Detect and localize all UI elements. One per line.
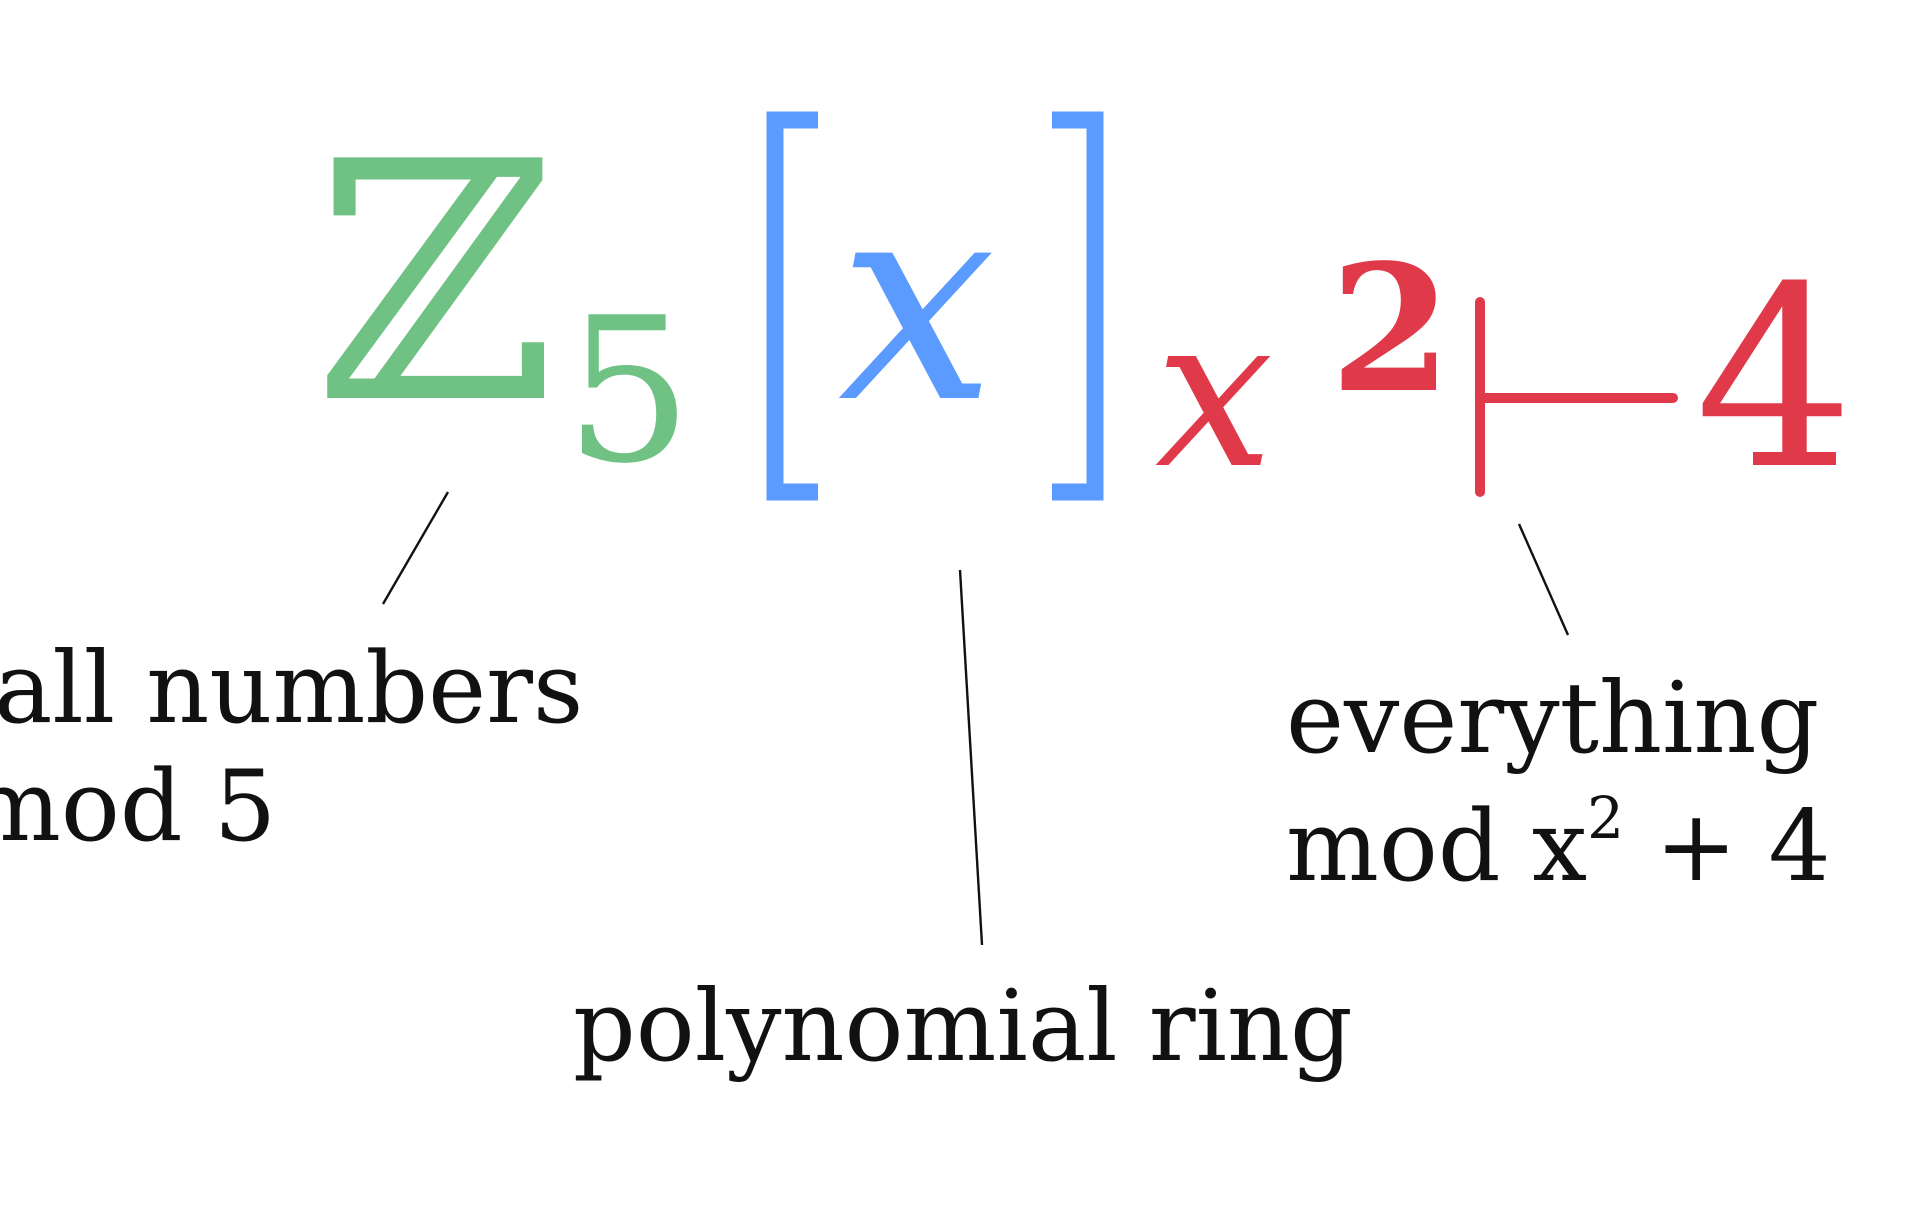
integers-symbol-glyph: ℤ	[315, 92, 556, 476]
bracket-open	[766, 111, 818, 501]
annotation-right-line2: mod x2 + 4	[1286, 784, 1831, 904]
quotient-plus: +	[1475, 297, 1678, 497]
formula: ℤ 5 x x 2 + 4	[315, 92, 1854, 524]
annotation-left: all numbers mod 5	[0, 632, 583, 864]
quotient-variable: x	[1155, 270, 1273, 515]
annotation-right-line2-prefix: mod x	[1286, 790, 1587, 904]
ring-variable: x	[838, 139, 996, 465]
bracket-close	[1052, 111, 1104, 501]
annotation-right: everything mod x2 + 4	[1286, 662, 1831, 904]
quotient-exponent: 2	[1330, 227, 1452, 432]
integers-symbol: ℤ	[315, 92, 556, 476]
annotation-middle-line1: polynomial ring	[573, 970, 1353, 1084]
annotation-middle: polynomial ring	[573, 970, 1353, 1084]
quotient-constant: 4	[1695, 233, 1854, 524]
connector-lines	[381, 491, 1570, 946]
annotation-left-line2: mod 5	[0, 750, 276, 864]
annotation-left-line1: all numbers	[0, 632, 583, 746]
annotation-right-line1: everything	[1286, 662, 1819, 776]
connector-middle	[958, 569, 984, 946]
modulus-subscript: 5	[565, 275, 692, 508]
connector-right	[1517, 523, 1570, 636]
annotation-right-line2-suffix: + 4	[1624, 790, 1831, 904]
connector-left	[381, 491, 450, 605]
annotation-right-line2-exp: 2	[1587, 784, 1624, 852]
